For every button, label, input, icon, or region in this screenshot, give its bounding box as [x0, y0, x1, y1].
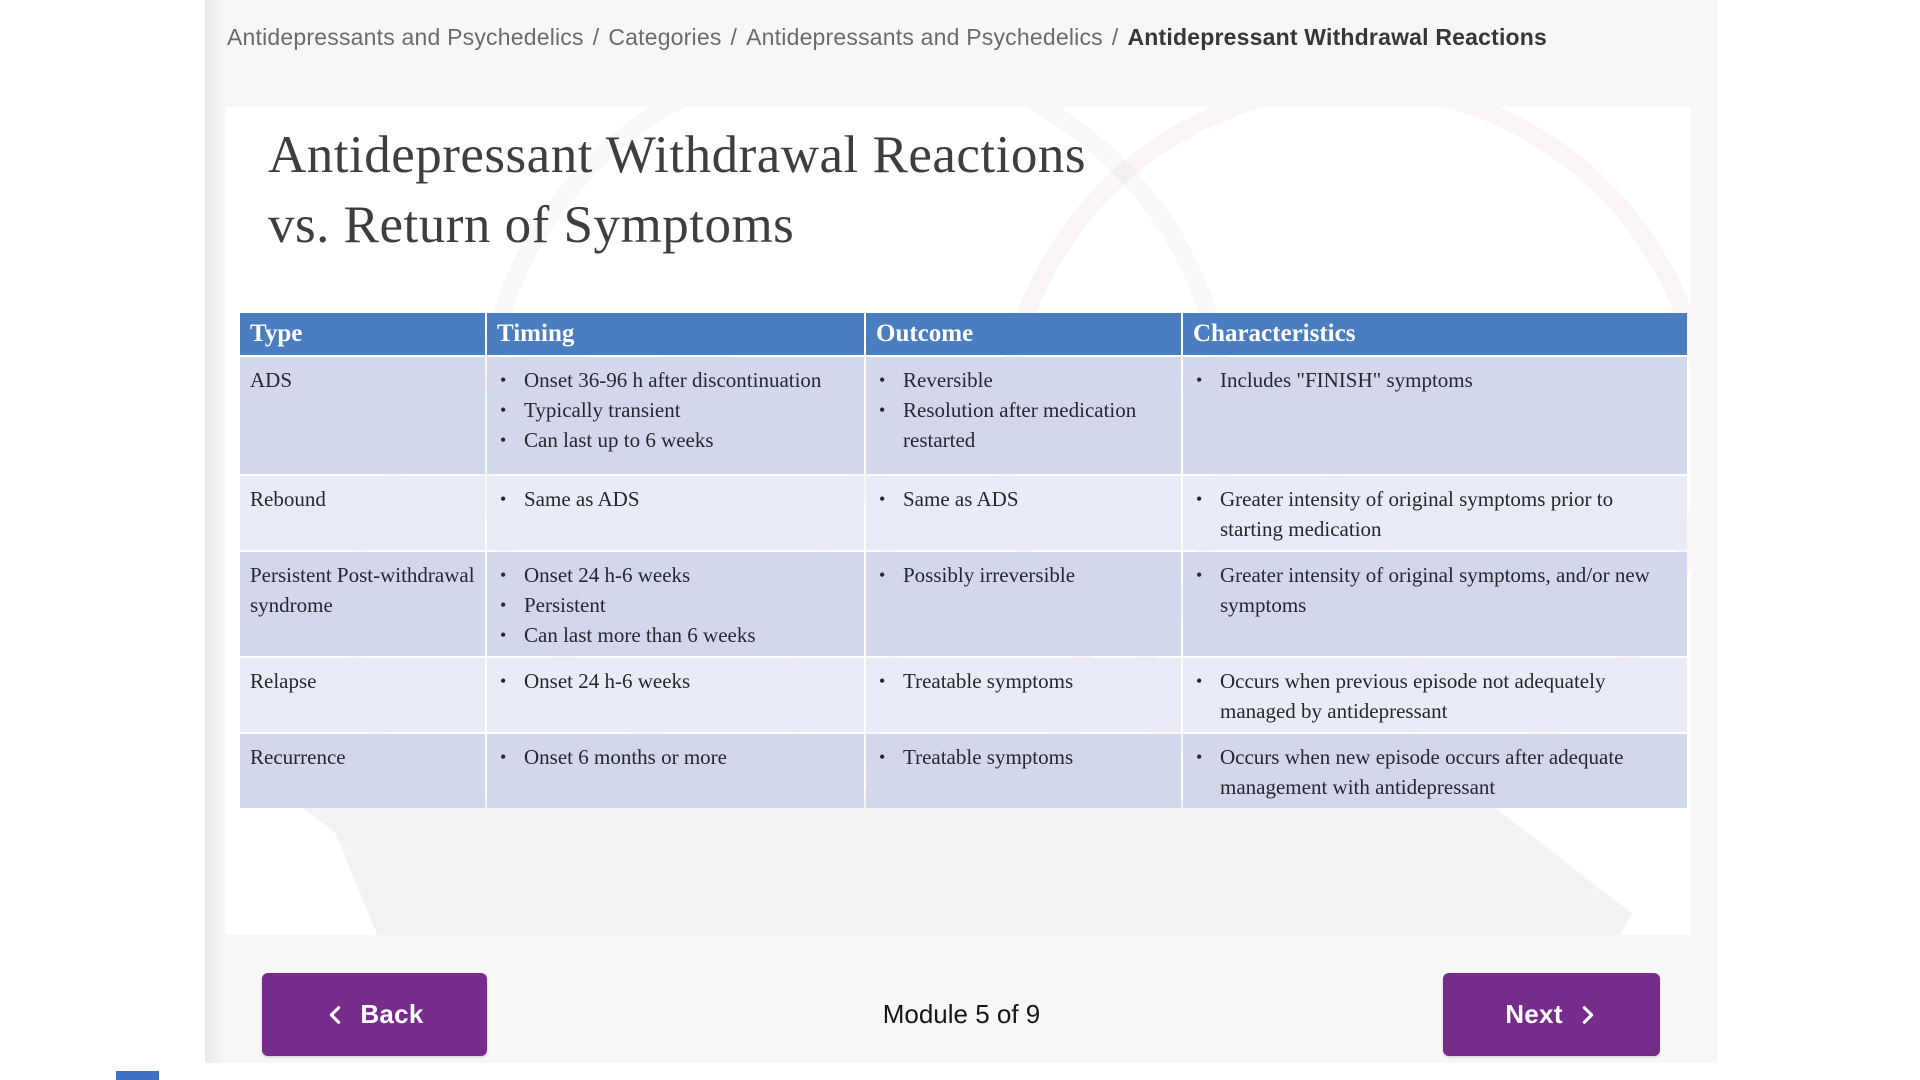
outcome-cell: Treatable symptoms [866, 734, 1181, 808]
breadcrumb-current: Antidepressant Withdrawal Reactions [1127, 24, 1548, 50]
outcome-cell: Same as ADS [866, 476, 1181, 550]
next-button-label: Next [1505, 999, 1563, 1029]
bullet-item: Occurs when new episode occurs after ade… [1193, 742, 1677, 802]
column-header: Characteristics [1183, 313, 1687, 355]
breadcrumb-separator: / [730, 24, 738, 50]
table-row: ADSOnset 36-96 h after discontinuationTy… [240, 357, 1687, 474]
bullet-item: Occurs when previous episode not adequat… [1193, 666, 1677, 726]
timing-cell: Same as ADS [487, 476, 864, 550]
breadcrumb-separator: / [592, 24, 600, 50]
slide-title: Antidepressant Withdrawal Reactions vs. … [268, 121, 1086, 261]
next-button[interactable]: Next [1443, 973, 1660, 1056]
column-header: Timing [487, 313, 864, 355]
table-row: Rebound Same as ADS Same as ADS Greater int… [240, 476, 1687, 550]
characteristics-cell: Occurs when previous episode not adequat… [1183, 658, 1687, 732]
bullet-item: Can last more than 6 weeks [497, 620, 854, 650]
bullet-item: Same as ADS [876, 484, 1171, 514]
breadcrumb-item[interactable]: Antidepressants and Psychedelics [746, 24, 1103, 50]
table-row: Persistent Post-withdrawal syndromeOnset… [240, 552, 1687, 656]
module-progress: Module 5 of 9 [882, 999, 1041, 1029]
bullet-item: Typically transient [497, 395, 854, 425]
type-cell: Relapse [240, 658, 485, 732]
chevron-left-icon [330, 1005, 341, 1024]
timing-cell: Onset 24 h-6 weeks [487, 658, 864, 732]
bullet-item: Onset 24 h-6 weeks [497, 666, 854, 696]
bullet-item: Possibly irreversible [876, 560, 1171, 590]
bullet-item: Includes "FINISH" symptoms [1193, 365, 1677, 395]
outcome-cell: Treatable symptoms [866, 658, 1181, 732]
bullet-item: Same as ADS [497, 484, 854, 514]
page-bottom-band [0, 1063, 1920, 1080]
column-header: Outcome [866, 313, 1181, 355]
characteristics-cell: Occurs when new episode occurs after ade… [1183, 734, 1687, 808]
back-button-label: Back [360, 999, 424, 1029]
bullet-item: Greater intensity of original symptoms, … [1193, 560, 1677, 620]
characteristics-cell: Includes "FINISH" symptoms [1183, 357, 1687, 474]
back-button[interactable]: Back [262, 973, 487, 1056]
breadcrumb-item[interactable]: Antidepressants and Psychedelics [227, 24, 584, 50]
characteristics-cell: Greater intensity of original symptoms p… [1183, 476, 1687, 550]
bullet-item: Can last up to 6 weeks [497, 425, 854, 455]
breadcrumb-item[interactable]: Categories [608, 24, 722, 50]
bullet-item: Resolution after medication restarted [876, 395, 1171, 455]
outcome-cell: Possibly irreversible [866, 552, 1181, 656]
breadcrumb: Antidepressants and Psychedelics / Categor… [227, 24, 1687, 51]
column-header: Type [240, 313, 485, 355]
table-row: Recurrence Onset 6 months or more Treatabl… [240, 734, 1687, 808]
characteristics-cell: Greater intensity of original symptoms, … [1183, 552, 1687, 656]
bottom-blue-strip [116, 1071, 159, 1080]
background-watermark-shape [290, 799, 1633, 935]
outcome-cell: ReversibleResolution after medication re… [866, 357, 1181, 474]
footer-navigation: Back Module 5 of 9 Next [205, 973, 1718, 1056]
table-header-row: Type Timing Outcome Characteristics [240, 313, 1687, 355]
timing-cell: Onset 24 h-6 weeksPersistentCan last mor… [487, 552, 864, 656]
bullet-item: Treatable symptoms [876, 742, 1171, 772]
type-cell: ADS [240, 357, 485, 474]
bullet-item: Onset 24 h-6 weeks [497, 560, 854, 590]
type-cell: Persistent Post-withdrawal syndrome [240, 552, 485, 656]
slide-title-line1: Antidepressant Withdrawal Reactions [268, 126, 1087, 184]
slide: Antidepressant Withdrawal Reactions vs. … [225, 107, 1691, 935]
bullet-item: Onset 36-96 h after discontinuation [497, 365, 854, 395]
type-cell: Rebound [240, 476, 485, 550]
type-cell: Recurrence [240, 734, 485, 808]
course-player: Antidepressants and Psychedelics / Categor… [205, 0, 1718, 1063]
bullet-item: Onset 6 months or more [497, 742, 854, 772]
table-row: Relapse Onset 24 h-6 weeks Treatable sympt… [240, 658, 1687, 732]
timing-cell: Onset 6 months or more [487, 734, 864, 808]
bullet-item: Reversible [876, 365, 1171, 395]
bullet-item: Greater intensity of original symptoms p… [1193, 484, 1677, 544]
slide-title-line2: vs. Return of Symptoms [268, 195, 795, 254]
timing-cell: Onset 36-96 h after discontinuationTypic… [487, 357, 864, 474]
table-body: ADSOnset 36-96 h after discontinuationTy… [240, 357, 1687, 808]
chevron-right-icon [1582, 1005, 1594, 1024]
bullet-item: Persistent [497, 590, 854, 620]
bullet-item: Treatable symptoms [876, 666, 1171, 696]
breadcrumb-separator: / [1111, 24, 1119, 50]
